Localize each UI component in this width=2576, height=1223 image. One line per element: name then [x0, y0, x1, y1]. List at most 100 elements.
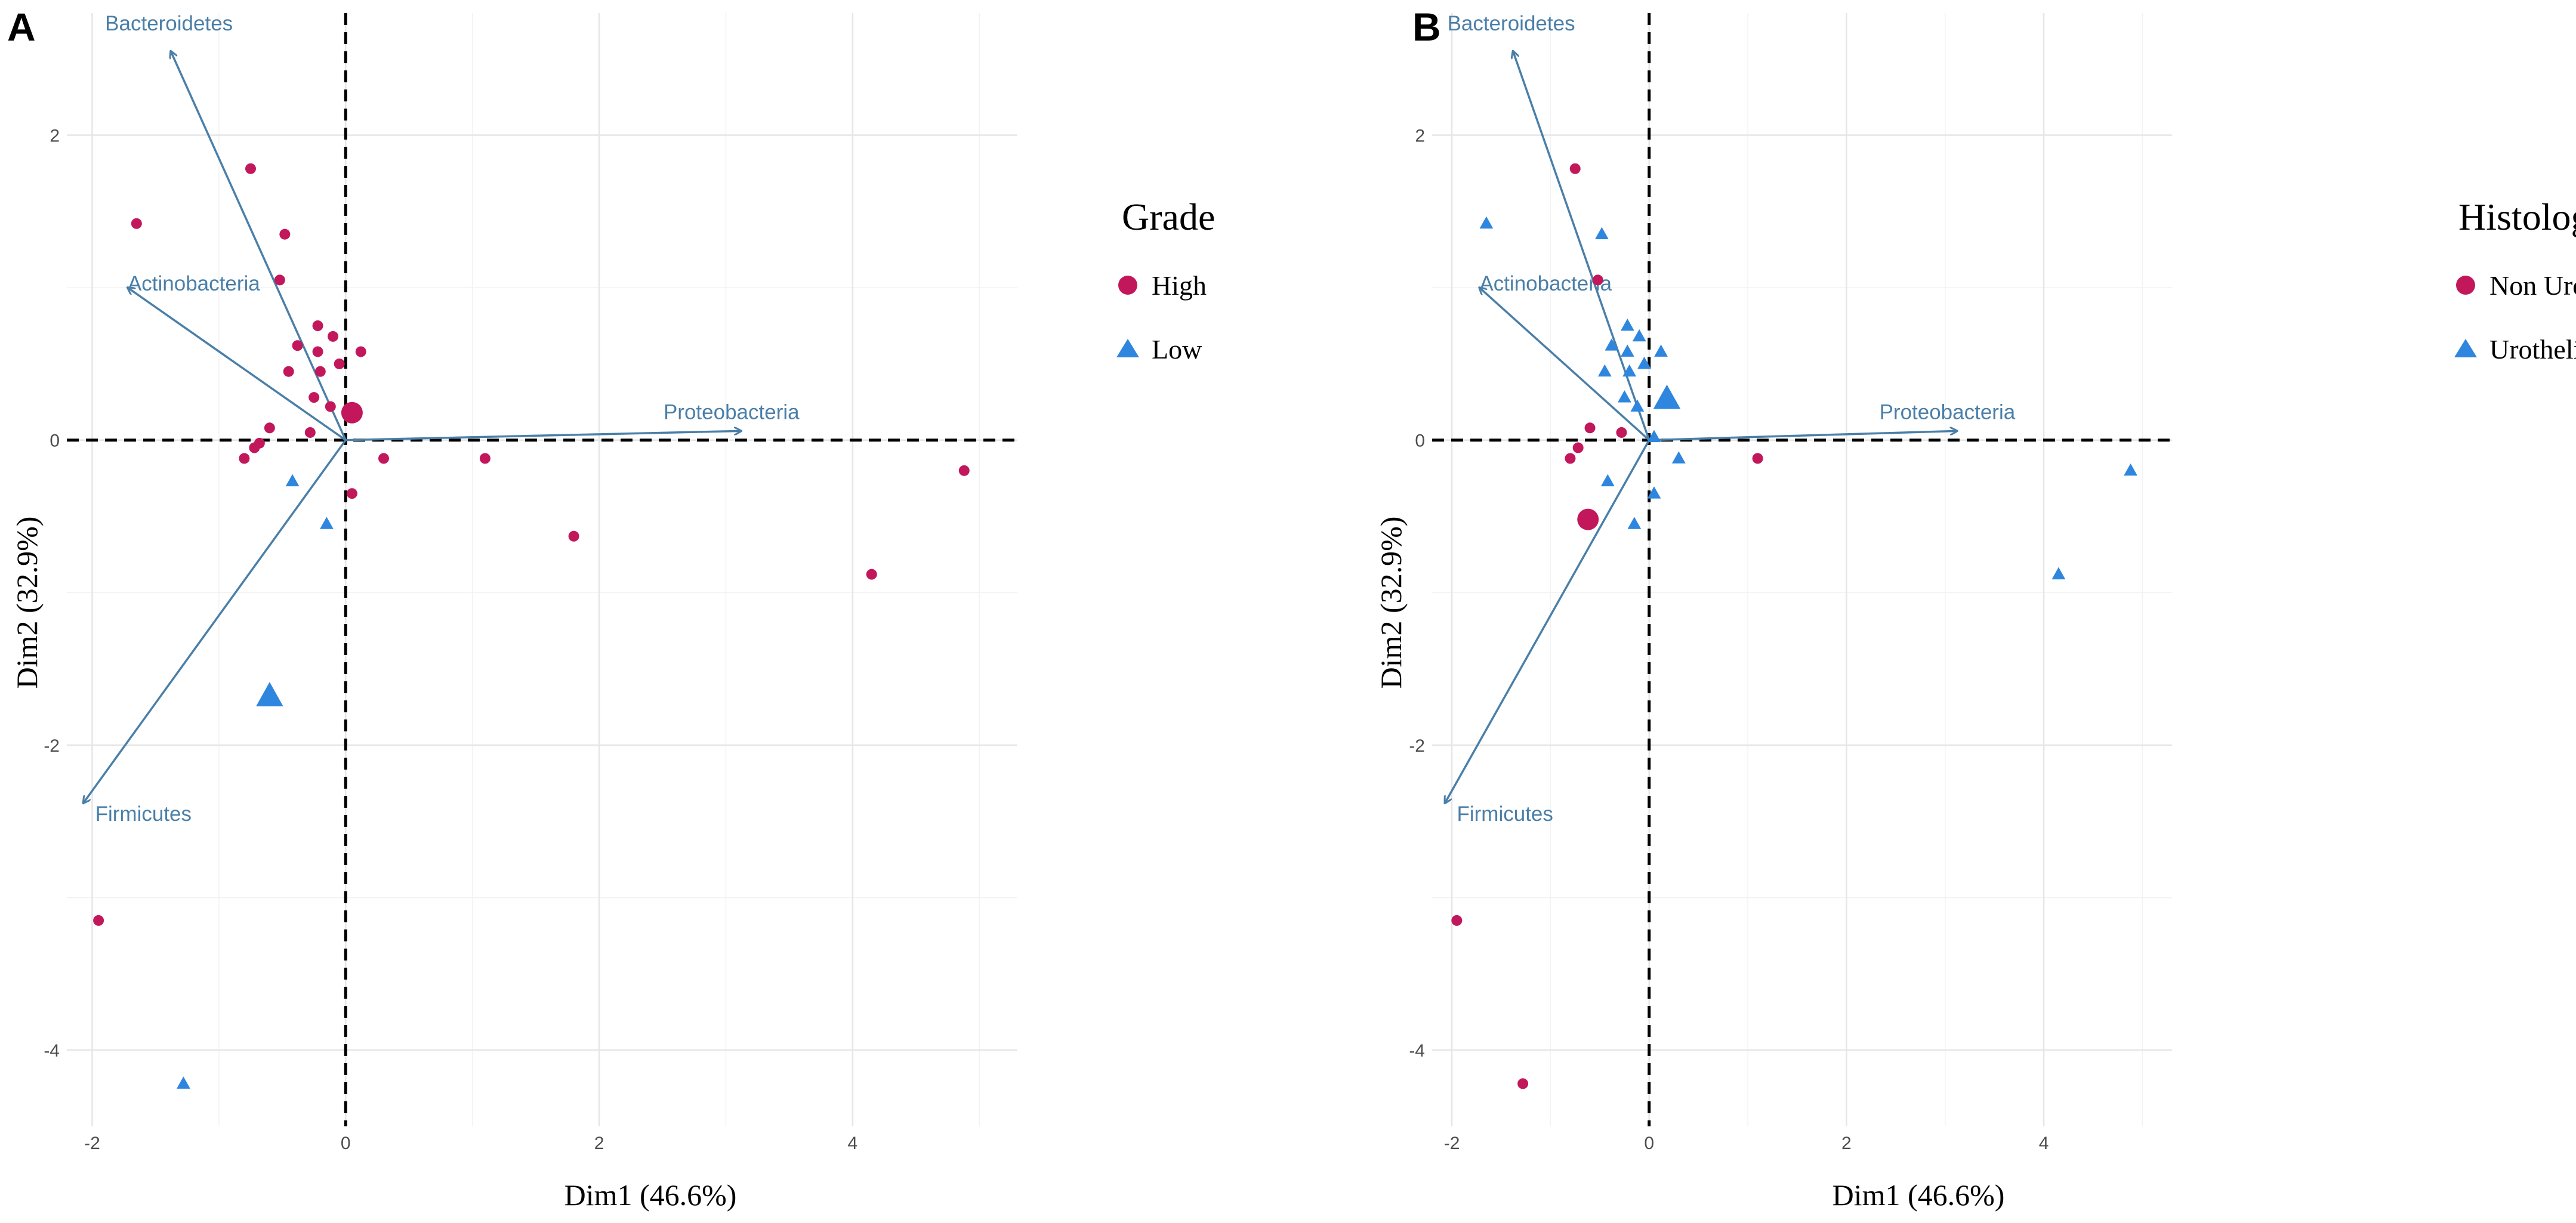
panel-a-point-triangle	[320, 517, 334, 529]
panel-a-point-circle	[283, 366, 294, 377]
panel-a-point-circle	[292, 340, 303, 351]
panel-a-x-axis-title: Dim1 (46.6%)	[564, 1178, 737, 1212]
panel-a-legend-label-2: Low	[1152, 334, 1202, 365]
panel-a-x-tick-label: -2	[84, 1134, 100, 1153]
panel-a-centroid-circle	[341, 402, 363, 424]
panel-b-x-axis-title: Dim1 (46.6%)	[1832, 1178, 2005, 1212]
panel-b-point-triangle	[2051, 567, 2066, 580]
panel-b-arrow-label-actinobacteria: Actinobacteria	[1479, 272, 1612, 295]
panel-a-y-axis-title: Dim2 (32.9%)	[10, 517, 44, 689]
panel-b-arrow-bacteroidetes	[1513, 51, 1651, 441]
panel-b-arrow-actinobacteria	[1479, 288, 1650, 441]
panel-b-y-axis-title: Dim2 (32.9%)	[1374, 517, 1408, 689]
panel-b-point-triangle	[1618, 390, 1631, 403]
panel-a-point-circle	[279, 228, 291, 240]
panel-b-point-triangle	[1637, 356, 1651, 369]
panel-a-arrow-label-bacteroidetes: Bacteroidetes	[105, 12, 233, 35]
panel-a-point-circle	[479, 453, 490, 464]
panel-a-legend-circle-marker	[1118, 276, 1137, 295]
panel-b-point-circle	[1565, 453, 1576, 464]
panel-b-point-circle	[1584, 422, 1596, 434]
panel-a-arrow-label-actinobacteria: Actinobacteria	[128, 272, 260, 295]
panel-b-point-triangle	[1479, 216, 1494, 229]
panel-a-point-circle	[568, 530, 579, 542]
panel-a-arrow-label-firmicutes: Firmicutes	[95, 802, 192, 826]
panel-a-point-circle	[131, 218, 142, 229]
panel-b-legend-title: Histology	[2458, 196, 2576, 238]
panel-b-point-circle	[1569, 163, 1581, 174]
panel-a-y-tick-label: -4	[44, 1041, 60, 1061]
panel-b-centroid-triangle	[1653, 384, 1681, 409]
panel-b-x-tick-label: 4	[2039, 1134, 2049, 1153]
panel-b-point-circle	[1572, 442, 1584, 453]
panel-a-legend-entry-2: Low	[1116, 334, 1202, 365]
panel-b-arrow-proteobacteria	[1649, 431, 1957, 441]
panel-a-point-circle	[239, 453, 250, 464]
panel-a-legend-entry-1: High	[1118, 270, 1207, 301]
panel-a-point-circle	[378, 453, 389, 464]
panel-a-arrow-proteobacteria	[345, 431, 741, 441]
panel-a-point-circle	[264, 422, 275, 434]
panel-b-point-triangle	[2124, 463, 2137, 476]
panel-a-point-circle	[304, 427, 316, 438]
panel-a-point-circle	[334, 358, 345, 369]
panel-a-arrow-actinobacteria	[128, 288, 347, 441]
panel-a-point-circle	[312, 346, 323, 357]
panel-b-y-tick-label: -2	[1409, 736, 1425, 756]
panel-a-point-circle	[346, 488, 357, 499]
panel-b-point-triangle	[1647, 430, 1661, 443]
panel-a-point-circle	[958, 465, 970, 476]
panel-a-point-circle	[314, 366, 326, 377]
panel-a-legend-title: Grade	[1122, 196, 1215, 238]
panel-a-point-triangle	[285, 474, 300, 487]
panel-b-x-tick-label: 2	[1841, 1134, 1852, 1153]
panel-b-y-tick-label: 0	[1415, 431, 1425, 451]
panel-a-point-circle	[312, 320, 323, 332]
panel-a-x-tick-label: 0	[341, 1134, 351, 1153]
panel-a-legend-triangle-marker	[1116, 339, 1139, 357]
panel-a-letter: A	[7, 5, 36, 49]
panel-b-plot-area: -2 0 2 4 -4 -2 0 2 Bacteroidetes Actinobacteria Pr…	[1409, 12, 2172, 1153]
panel-b: -2 0 2 4 -4 -2 0 2 Bacteroidetes Actinobacteria Pr…	[1374, 5, 2576, 1212]
panel-b-legend-triangle-marker	[2454, 339, 2477, 357]
panel-a-point-circle	[328, 331, 339, 342]
panel-a-point-circle	[245, 163, 256, 174]
panel-b-point-triangle	[1605, 338, 1619, 351]
panel-a-legend-label-1: High	[1152, 270, 1207, 301]
panel-a-y-tick-label: -2	[44, 736, 60, 756]
panel-b-legend-entry-2: Urothelial	[2454, 334, 2576, 365]
panel-a-point-circle	[254, 437, 265, 449]
panel-a-point-circle	[866, 569, 877, 580]
panel-b-legend-entry-1: Non Urothelial	[2456, 270, 2576, 301]
panel-a-y-tick-label: 2	[50, 126, 60, 146]
panel-b-point-triangle	[1594, 227, 1609, 240]
panel-b-letter: B	[1412, 5, 1441, 49]
panel-a-arrow-firmicutes	[84, 439, 347, 803]
panel-b-point-triangle	[1654, 344, 1668, 357]
panel-b-point-triangle	[1632, 329, 1646, 342]
panel-b-legend-circle-marker	[2456, 276, 2475, 295]
panel-b-point-triangle	[1597, 364, 1612, 377]
panel-a-y-tick-label: 0	[50, 431, 60, 451]
panel-b-point-triangle	[1671, 451, 1686, 464]
panel-a-centroid-triangle	[256, 682, 283, 706]
panel-b-x-tick-label: 0	[1644, 1134, 1654, 1153]
panel-b-arrow-label-bacteroidetes: Bacteroidetes	[1448, 12, 1575, 35]
panel-a-x-tick-label: 4	[848, 1134, 858, 1153]
panel-a: -2 0 2 4 -4 -2 0 2 Bacteroidetes Actinobacteria Pr…	[7, 5, 1215, 1212]
panel-b-point-circle	[1752, 453, 1763, 464]
panel-b-point-triangle	[1627, 517, 1642, 529]
panel-a-point-circle	[274, 274, 285, 286]
panel-a-point-circle	[325, 401, 336, 412]
panel-b-point-triangle	[1600, 474, 1615, 487]
panel-b-point-triangle	[1630, 399, 1645, 412]
panel-b-arrow-firmicutes	[1445, 439, 1651, 803]
panel-a-point-circle	[93, 915, 104, 926]
panel-b-point-triangle	[1620, 319, 1634, 331]
panel-b-point-circle	[1451, 915, 1463, 926]
panel-b-y-tick-label: 2	[1415, 126, 1425, 146]
panel-b-x-tick-label: -2	[1444, 1134, 1460, 1153]
panel-b-point-triangle	[1647, 486, 1661, 499]
panel-a-point-triangle	[177, 1076, 190, 1089]
